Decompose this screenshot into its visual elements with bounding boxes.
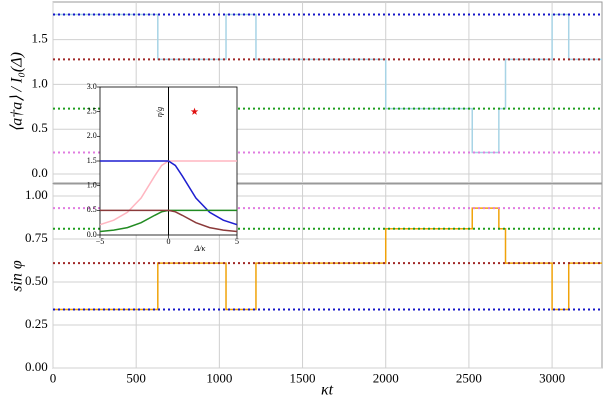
- y-tick-label: 0.00: [25, 359, 48, 374]
- y-tick-label: 1.5: [32, 31, 48, 46]
- x-tick-label: 5: [235, 237, 239, 246]
- plot-content: [100, 87, 237, 235]
- y-axis-label: η/g: [155, 107, 164, 117]
- data-line: [53, 207, 602, 311]
- y-tick-label: 0.0: [32, 165, 48, 180]
- y-tick-label: 1.0: [87, 180, 97, 189]
- y-tick-label: 0.0: [87, 230, 97, 239]
- y-tick-label: 1.00: [25, 187, 48, 202]
- x-tick-label: −5: [96, 237, 105, 246]
- data-line: [100, 160, 237, 226]
- y-tick-label: 2.0: [87, 131, 97, 140]
- y-tick-label: 1.0: [32, 75, 48, 90]
- y-axis-label: ⟨a†a⟩ / I₀(Δ): [9, 52, 26, 132]
- y-tick-label: 0.5: [32, 120, 48, 135]
- data-line: [100, 209, 237, 233]
- x-tick-label: 2000: [373, 371, 399, 386]
- x-tick-label: 1000: [206, 371, 232, 386]
- y-tick-label: 0.50: [25, 273, 48, 288]
- panel: 0.0 0.5 1.0 1.5 ⟨a†a⟩ / I₀(Δ): [9, 1, 603, 184]
- y-axis-label: sin φ: [9, 260, 26, 292]
- panel: −5 0 5 0.0 0.5 1.0 1.5 2.0 2.5 3.0 η/g Δ/κ: [87, 82, 239, 253]
- x-tick-label: 0: [167, 237, 171, 246]
- x-tick-label: 500: [126, 371, 146, 386]
- y-tick-label: 1.5: [87, 156, 97, 165]
- x-tick-label: 1500: [290, 371, 316, 386]
- panel: 0 500 1000 1500 2000 2500 30000.000.250.500.75…: [9, 183, 603, 399]
- y-tick-label: 0.25: [25, 316, 48, 331]
- y-tick-label: 0.5: [87, 205, 97, 214]
- y-tick-label: 2.5: [87, 106, 97, 115]
- y-tick-label: 0.75: [25, 230, 48, 245]
- data-line: [53, 13, 602, 154]
- x-tick-label: 0: [50, 371, 57, 386]
- star-marker: [190, 107, 199, 115]
- x-tick-label: 3000: [539, 371, 565, 386]
- x-axis-label: Δ/κ: [194, 244, 206, 253]
- x-axis-label: κt: [321, 382, 334, 399]
- x-tick-label: 2500: [456, 371, 482, 386]
- y-tick-label: 3.0: [87, 82, 97, 91]
